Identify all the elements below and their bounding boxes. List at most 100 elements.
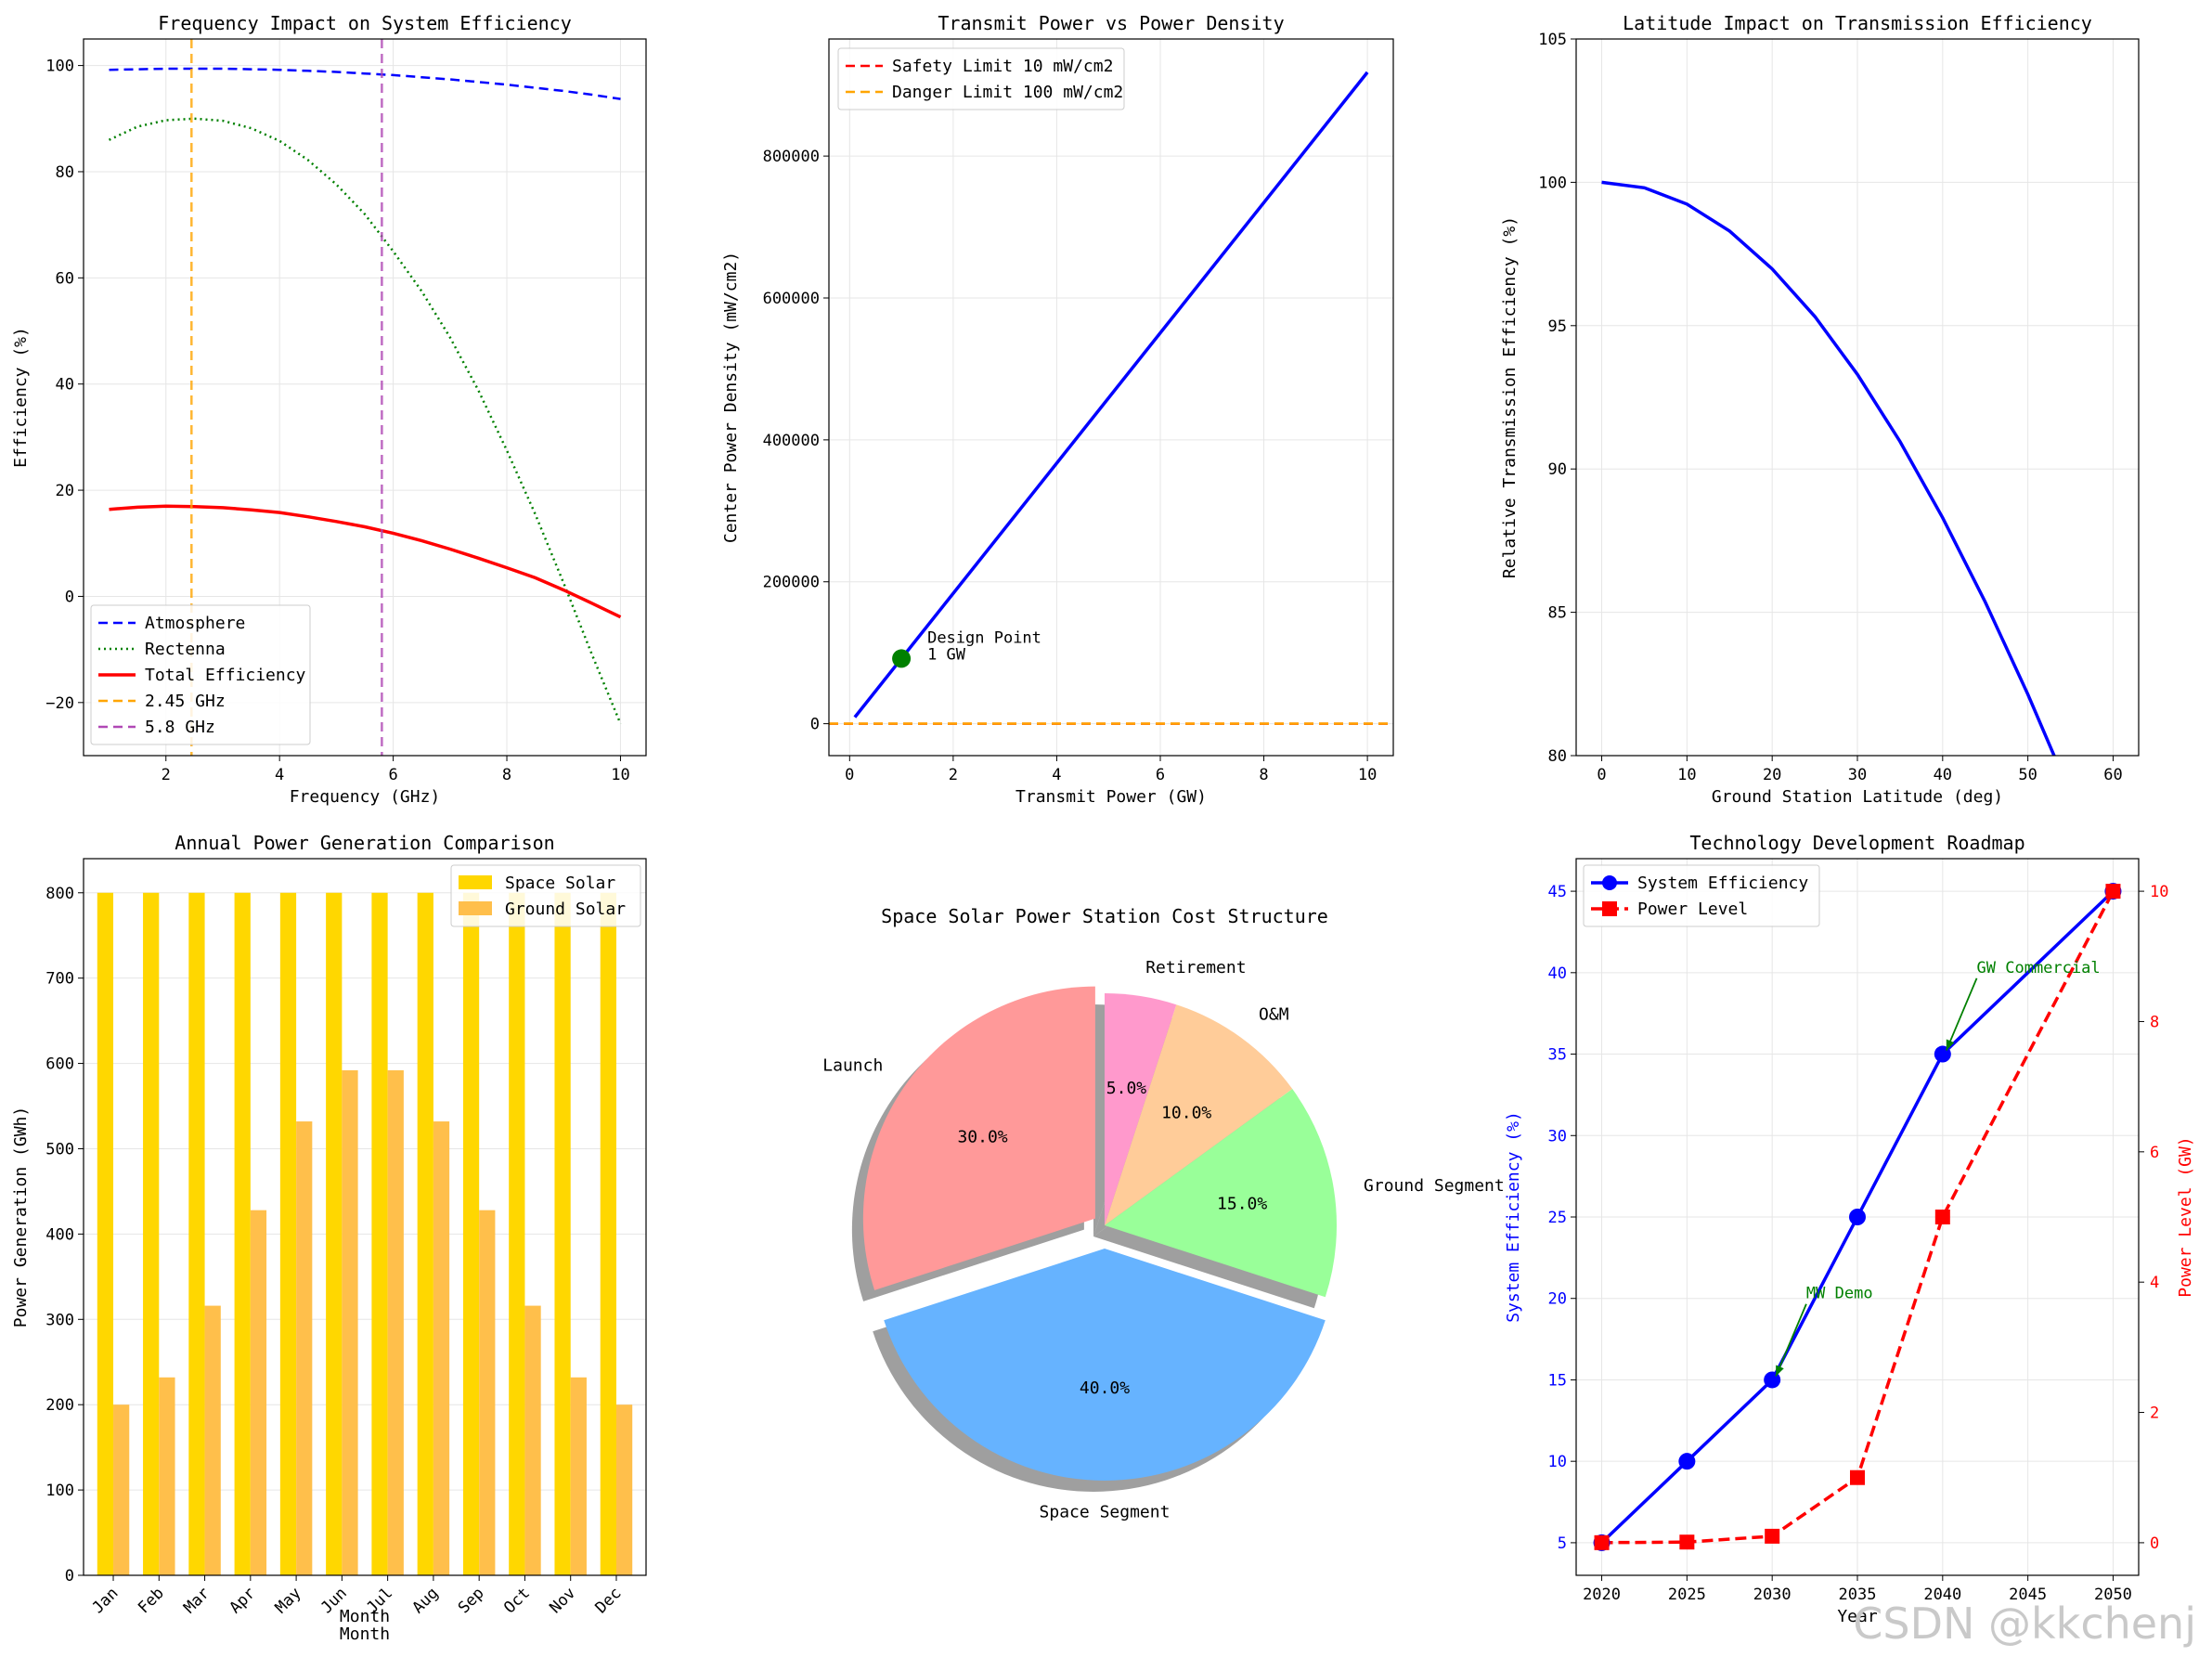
y-tick-label: 10 (1548, 1453, 1567, 1471)
y-axis-label: Relative Transmission Efficiency (%) (1500, 216, 1520, 578)
plot-frame (1575, 858, 2140, 1576)
ground-solar-bar (524, 1305, 541, 1575)
ground-solar-bar (479, 1210, 496, 1575)
month-label: Mar (180, 1584, 213, 1617)
y-tick-label: 200000 (763, 574, 820, 592)
y-tick-label: 40 (1548, 964, 1567, 983)
y-tick-label: 600000 (763, 290, 820, 308)
plot-frame (83, 858, 647, 1576)
space-solar-bar (234, 892, 251, 1575)
x-tick-label: 50 (2018, 766, 2037, 784)
pie-label-launch: Launch (822, 1056, 883, 1076)
chart-title: Frequency Impact on System Efficiency (158, 12, 572, 34)
month-label: Nov (546, 1584, 579, 1617)
legend-swatch (459, 875, 492, 889)
x-axis-label: Ground Station Latitude (deg) (1712, 787, 2003, 807)
plot-frame (1575, 38, 2140, 757)
y-tick-label: 800 (45, 885, 74, 903)
month-label: Sep (455, 1584, 488, 1617)
x-tick-label: 60 (2103, 766, 2122, 784)
annotation-text: MW Demo (1806, 1285, 1873, 1303)
y-tick-label: 0 (65, 1567, 74, 1586)
plot-frame (828, 38, 1394, 757)
y-tick-label: 15 (1548, 1371, 1567, 1390)
x-tick-label: 6 (1156, 766, 1165, 784)
annotation-text: GW Commercial (1977, 959, 2101, 977)
annotation-arrow (1945, 977, 1978, 1051)
chart-title: Transmit Power vs Power Density (938, 12, 1284, 34)
ground-solar-bar (296, 1121, 313, 1575)
y2-tick-label: 0 (2150, 1534, 2159, 1553)
design-point-sublabel: 1 GW (927, 645, 966, 664)
y-tick-label: 100 (1538, 174, 1567, 192)
x-axis-label: Month (340, 1607, 390, 1626)
legend-swatch (459, 901, 492, 915)
legend-box (90, 604, 311, 745)
y-tick-label: 25 (1548, 1209, 1567, 1227)
x-tick-label: 20 (1763, 766, 1781, 784)
x-tick-label: 2 (162, 766, 171, 784)
legend-label: Atmosphere (145, 614, 245, 633)
ground-solar-bar (570, 1377, 587, 1575)
month-label: Jan (89, 1584, 123, 1617)
system-efficiency-point (1678, 1453, 1696, 1470)
ground-solar-bar (433, 1121, 450, 1575)
y-tick-label: 0 (810, 716, 820, 734)
y2-axis-label: Power Level (GW) (2176, 1136, 2195, 1297)
x-tick-label: 40 (1934, 766, 1952, 784)
x-tick-label: 2 (949, 766, 958, 784)
y-axis-label: Efficiency (%) (11, 327, 31, 468)
chart-annual-generation: 0 100 200 300 400 500 600 700 800 Annual Power Ge… (11, 832, 647, 1644)
y2-tick-label: 8 (2150, 1013, 2159, 1031)
power-level-point (1594, 1534, 1610, 1550)
x-tick-label: 2020 (1583, 1586, 1621, 1604)
x-tick-label: 2040 (1923, 1586, 1961, 1604)
x-tick-label: 2035 (1839, 1586, 1877, 1604)
x-tick-label: 0 (1597, 766, 1606, 784)
month-label: Dec (592, 1584, 626, 1617)
space-solar-bar (509, 892, 525, 1575)
power-level-point (1850, 1469, 1865, 1485)
month-label: Oct (500, 1584, 534, 1617)
y-tick-label: 200 (45, 1396, 74, 1415)
annotation-arrowhead (1776, 1365, 1784, 1377)
space-solar-bar (279, 892, 297, 1575)
pie-label-om: O&M (1259, 1004, 1289, 1024)
gridlines (1576, 38, 2139, 757)
legend-label: 2.45 GHz (145, 692, 226, 711)
chart-power-density: 0 2 4 6 8 10 0 200000 400000 600000 800000 Transmit… (721, 12, 1394, 807)
y-tick-label: 400000 (763, 432, 820, 450)
month-label: May (272, 1584, 305, 1617)
y-tick-label: 300 (45, 1311, 74, 1329)
y-tick-label: 5 (1558, 1534, 1567, 1553)
x-tick-label: 2050 (2094, 1586, 2132, 1604)
x-tick-label: 10 (611, 766, 629, 784)
power-level-point (1765, 1528, 1780, 1544)
legend-box (1583, 864, 1820, 927)
y2-tick-label: 10 (2150, 883, 2168, 901)
pie-percent-launch: 30.0% (957, 1127, 1007, 1146)
gridlines (829, 39, 1393, 756)
space-solar-bar (462, 892, 480, 1575)
y-tick-label: −20 (45, 694, 74, 713)
y-tick-label: 95 (1548, 317, 1567, 336)
ground-solar-bar (387, 1069, 404, 1575)
system-efficiency-point (1849, 1209, 1866, 1225)
x-tick-label: 4 (1052, 766, 1061, 784)
y2-tick-label: 6 (2150, 1144, 2159, 1162)
x-tick-label: 4 (275, 766, 284, 784)
watermark: CSDN @kkchenj (1853, 1599, 2196, 1649)
y-tick-label: 800000 (763, 148, 820, 166)
legend-marker (1602, 875, 1617, 890)
y-axis-label: Power Generation (GWh) (11, 1107, 31, 1327)
space-solar-bar (143, 892, 160, 1575)
ground-solar-bar (250, 1210, 267, 1575)
space-solar-bar (600, 892, 616, 1575)
y2-tick-label: 2 (2150, 1405, 2159, 1423)
y-tick-label: 80 (1548, 747, 1567, 766)
pie-label-retirement: Retirement (1145, 958, 1246, 977)
x-tick-label: 10 (1677, 766, 1696, 784)
legend-box (450, 864, 641, 927)
legend-label: Power Level (1637, 900, 1748, 919)
